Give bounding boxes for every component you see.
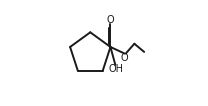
Text: O: O <box>121 53 128 63</box>
Text: O: O <box>107 15 114 25</box>
Text: OH: OH <box>109 64 124 74</box>
